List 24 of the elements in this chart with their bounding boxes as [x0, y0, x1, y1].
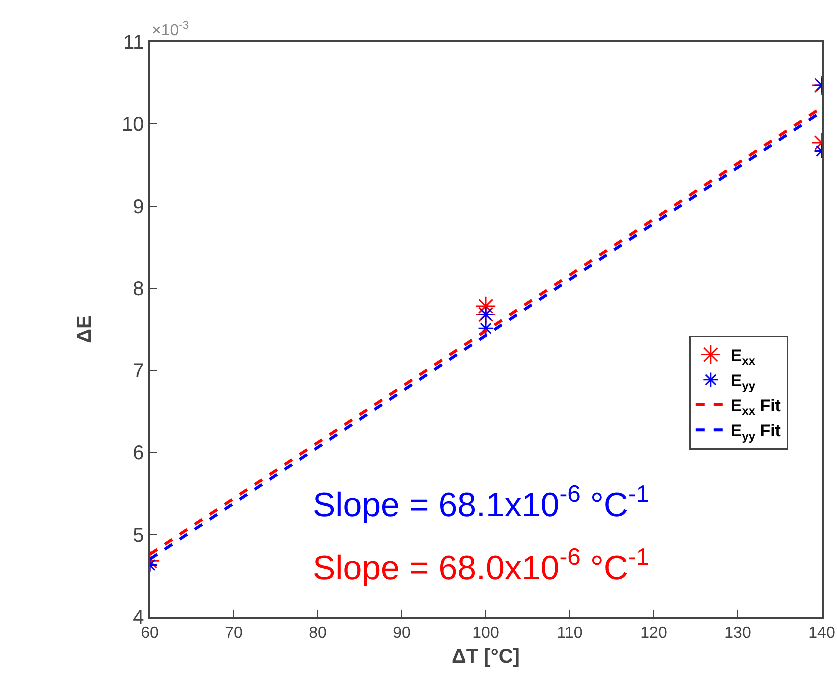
y-axis-title: ΔE [74, 316, 96, 344]
x-tick-label: 90 [393, 624, 411, 642]
y-tick-label: 5 [133, 524, 144, 547]
y-tick-label: 7 [133, 360, 144, 383]
x-tick-label: 120 [640, 624, 668, 642]
legend-label: E$_{xx}$ [730, 346, 756, 368]
legend-label: E$_{yy}$ Fit [730, 422, 782, 444]
y-tick-label: 6 [133, 442, 144, 465]
x-tick-label: 110 [557, 624, 583, 642]
legend-label: E$_{yy}$ [730, 372, 756, 394]
annotation: Slope = 68.0x10$^{-6}$ °C$^{-1}$ [313, 544, 650, 588]
x-axis-title: ΔT [°C] [452, 646, 520, 668]
y-tick-label: 10 [122, 114, 144, 136]
y-tick-label: 11 [123, 32, 144, 54]
x-tick-label: 140 [808, 624, 836, 642]
annotation: Slope = 68.1x10$^{-6}$ °C$^{-1}$ [313, 481, 650, 524]
x-tick-label: 80 [309, 624, 327, 642]
legend-label: E$_{xx}$ Fit [730, 396, 782, 418]
y-tick-label: 9 [133, 196, 144, 218]
x-tick-label: 70 [225, 624, 243, 642]
text: ×10$^{-3}$ [152, 20, 190, 40]
y-tick-label: 8 [133, 278, 144, 300]
x-tick-label: 130 [724, 624, 752, 642]
x-tick-label: 100 [472, 624, 500, 642]
